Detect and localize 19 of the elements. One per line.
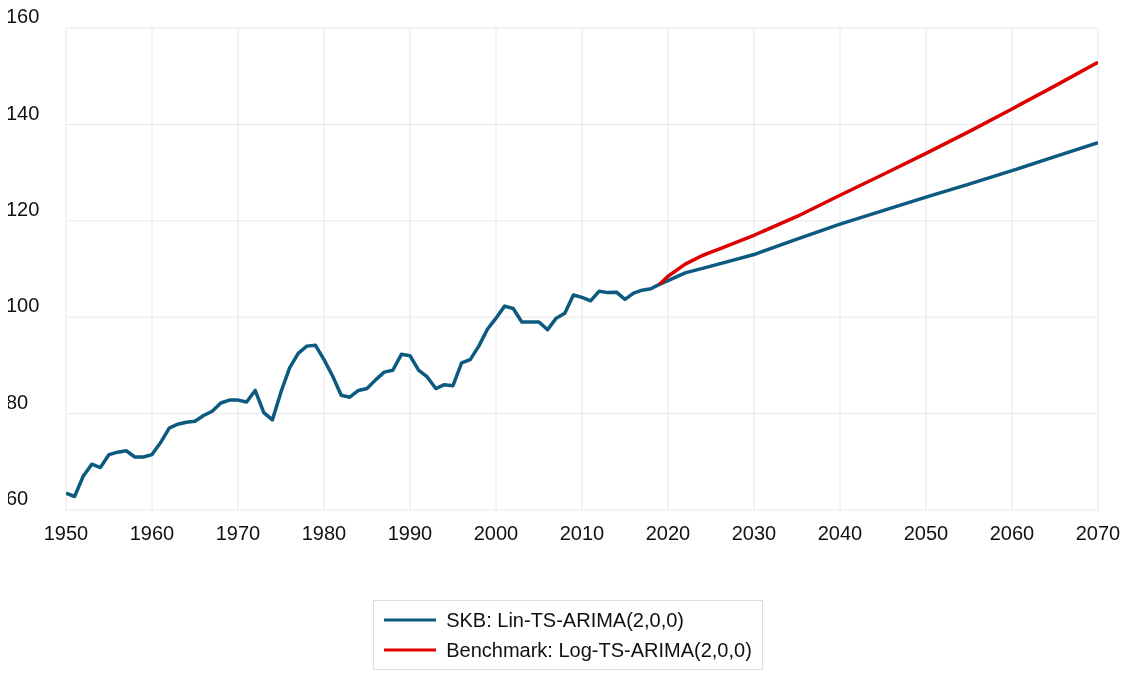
legend-label: SKB: Lin-TS-ARIMA(2,0,0) [446, 608, 685, 633]
y-tick-label: 100 [6, 294, 40, 317]
x-tick-label: 1970 [215, 522, 261, 545]
y-tick-label: 160 [6, 5, 40, 28]
y-tick-label: 140 [6, 101, 40, 124]
x-tick-label: 2020 [645, 522, 691, 545]
x-tick-label: 2050 [903, 522, 949, 545]
x-tick-label: 2030 [731, 522, 777, 545]
x-tick-label: 1980 [301, 522, 347, 545]
x-tick-label: 1990 [387, 522, 433, 545]
x-tick-label: 2000 [473, 522, 519, 545]
x-tick-label: 2010 [559, 522, 605, 545]
x-tick-label: 2060 [989, 522, 1035, 545]
y-tick-label: 120 [6, 197, 40, 220]
x-tick-label: 2040 [817, 522, 863, 545]
legend-label: Benchmark: Log-TS-ARIMA(2,0,0) [446, 638, 752, 663]
x-tick-label: 1950 [43, 522, 89, 545]
x-tick-label: 2070 [1075, 522, 1121, 545]
x-tick-label: 1960 [129, 522, 175, 545]
